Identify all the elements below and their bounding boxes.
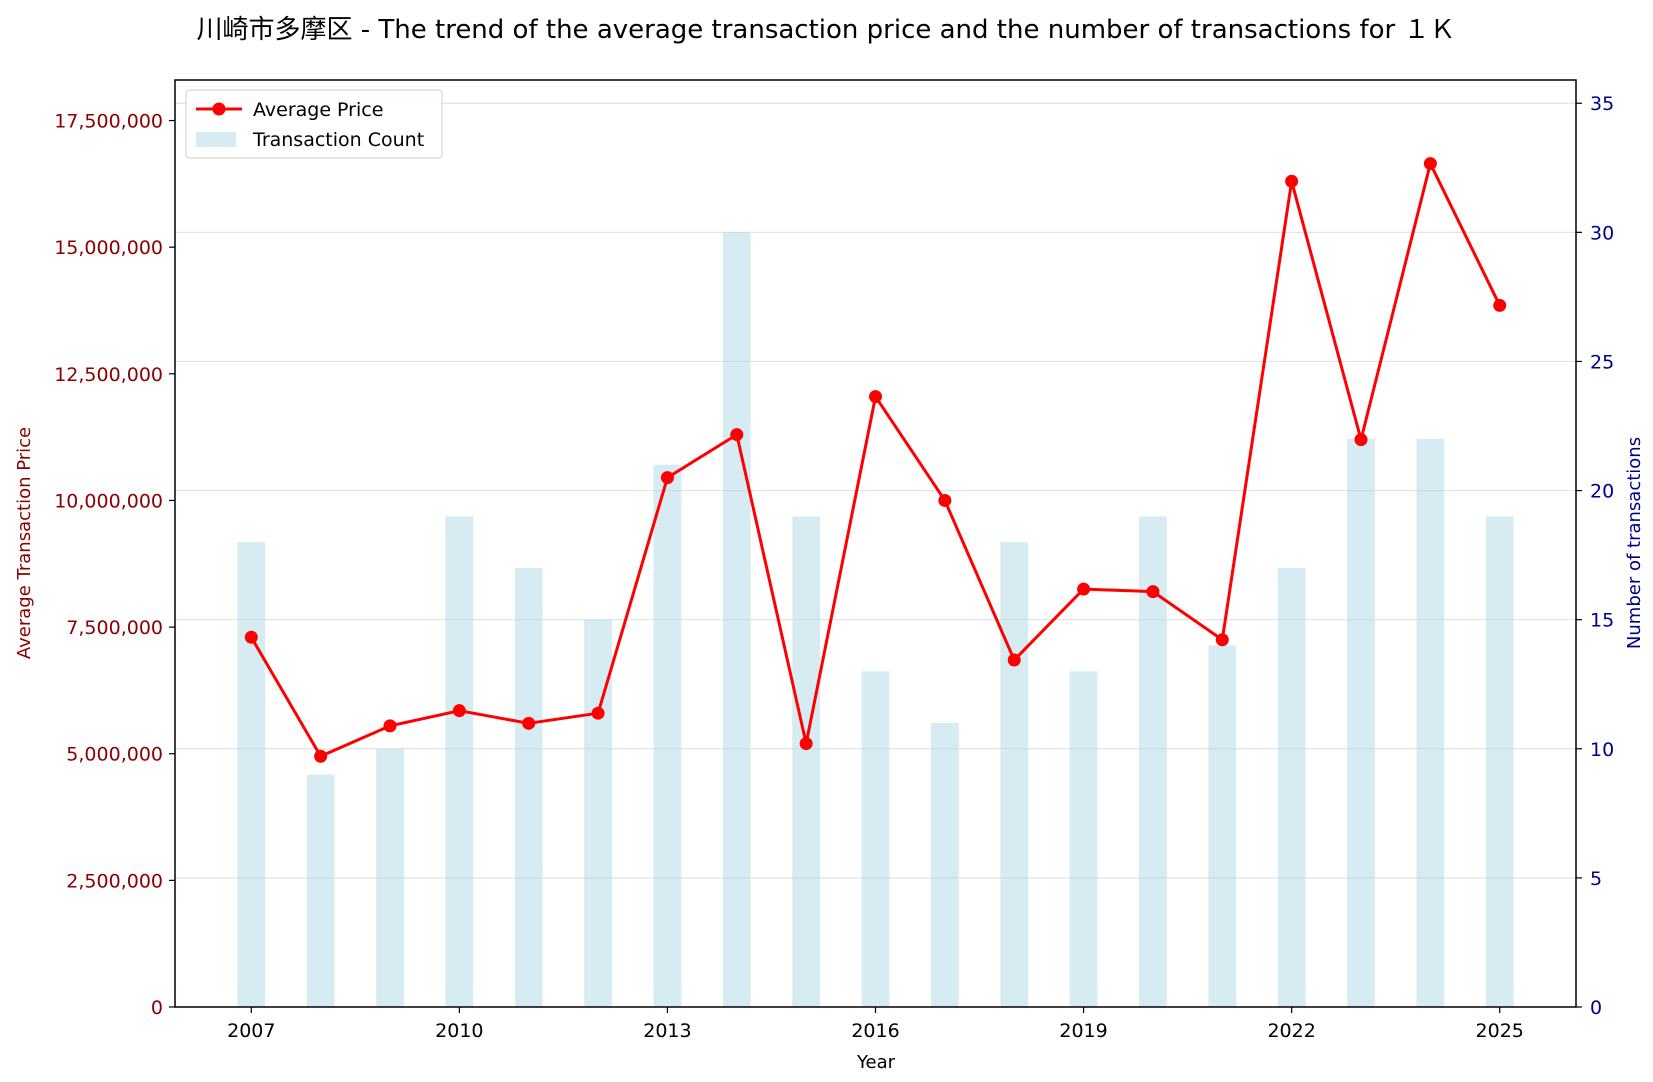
price-point-2014: [730, 428, 744, 442]
legend-bar-swatch: [196, 132, 236, 147]
price-point-2016: [869, 390, 882, 404]
price-point-2007: [244, 630, 258, 644]
price-point-2011: [522, 716, 536, 730]
left-tick-label-17500000: 17,500,000: [54, 111, 163, 133]
bar-2021: [1208, 645, 1237, 1007]
price-point-2020: [1146, 585, 1160, 599]
right-tick-label-15: 15: [1590, 610, 1614, 632]
price-point-2018: [1007, 653, 1021, 667]
legend-box: [185, 89, 443, 159]
bar-2018: [1000, 542, 1029, 1007]
right-tick-label-30: 30: [1590, 222, 1614, 244]
x-axis-label: Year: [856, 1052, 896, 1073]
bar-2022: [1277, 568, 1306, 1007]
price-point-2025: [1493, 298, 1507, 312]
x-tick-label-2007: 2007: [227, 1020, 275, 1042]
x-tick-label-2022: 2022: [1267, 1020, 1315, 1042]
price-point-2023: [1354, 433, 1368, 447]
left-tick-label-15000000: 15,000,000: [54, 237, 163, 259]
x-tick-label-2025: 2025: [1476, 1020, 1524, 1042]
bar-2017: [930, 722, 959, 1007]
price-point-2015: [799, 737, 813, 751]
x-tick-label-2019: 2019: [1059, 1020, 1107, 1042]
right-tick-label-35: 35: [1590, 93, 1614, 115]
left-tick-label-7500000: 7,500,000: [66, 617, 163, 639]
legend-label-price: Average Price: [253, 99, 383, 121]
bar-2010: [445, 516, 474, 1007]
price-line: [249, 162, 1502, 758]
bar-2014: [722, 232, 751, 1007]
left-axis-label: Average Transaction Price: [14, 427, 35, 659]
left-tick-label-12500000: 12,500,000: [54, 364, 163, 386]
left-tick-label-0: 0: [151, 997, 163, 1019]
right-axis-ticks: 0 5 10 15 20 25 30 35: [1576, 93, 1614, 1019]
price-point-2021: [1215, 633, 1229, 647]
bar-2019: [1069, 671, 1098, 1007]
bar-2015: [792, 516, 821, 1007]
legend-label-count: Transaction Count: [252, 129, 424, 151]
right-axis-label: Number of transactions: [1624, 437, 1645, 649]
price-point-2024: [1423, 157, 1437, 171]
chart-title: 川崎市多摩区 - The trend of the average transa…: [196, 15, 1455, 45]
bar-2024: [1416, 438, 1445, 1007]
right-tick-label-25: 25: [1590, 351, 1614, 373]
right-tick-label-0: 0: [1590, 997, 1602, 1019]
price-point-2022: [1285, 174, 1299, 188]
price-point-2010: [452, 704, 466, 718]
x-axis-ticks: 2007 2010 2013 2016 2019 2022 2025: [227, 1007, 1524, 1042]
legend: Average Price Transaction Count: [185, 89, 443, 159]
x-tick-label-2013: 2013: [643, 1020, 691, 1042]
left-tick-label-2500000: 2,500,000: [66, 870, 163, 892]
bar-2013: [653, 464, 682, 1007]
legend-marker-swatch: [212, 102, 226, 116]
right-tick-label-20: 20: [1590, 481, 1614, 503]
bar-2025: [1485, 516, 1514, 1007]
x-tick-label-2016: 2016: [851, 1020, 899, 1042]
price-point-2009: [383, 719, 397, 733]
price-point-2008: [314, 749, 328, 763]
bar-series: [237, 232, 1514, 1007]
line-series: [244, 157, 1507, 763]
left-tick-label-5000000: 5,000,000: [66, 744, 163, 766]
price-point-2012: [591, 706, 605, 720]
price-point-2013: [660, 471, 674, 485]
bar-2009: [376, 748, 404, 1007]
bar-2011: [514, 568, 543, 1007]
right-tick-label-10: 10: [1590, 739, 1614, 761]
bar-2007: [237, 542, 266, 1007]
price-point-2019: [1077, 582, 1091, 596]
left-tick-label-10000000: 10,000,000: [54, 490, 163, 512]
bar-2008: [306, 774, 335, 1007]
bar-2023: [1347, 438, 1375, 1007]
x-tick-label-2010: 2010: [435, 1020, 483, 1042]
price-point-2017: [938, 493, 952, 507]
bar-2016: [861, 671, 890, 1007]
left-axis-ticks: 0 2,500,000 5,000,000 7,500,000 10,000,000 12…: [54, 111, 175, 1019]
right-tick-label-5: 5: [1590, 868, 1602, 890]
